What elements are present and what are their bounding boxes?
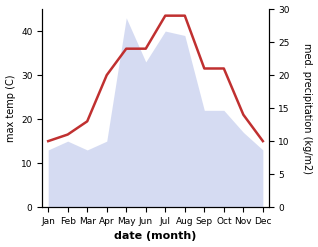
Y-axis label: med. precipitation (kg/m2): med. precipitation (kg/m2) [302, 43, 313, 174]
X-axis label: date (month): date (month) [114, 231, 197, 242]
Y-axis label: max temp (C): max temp (C) [5, 74, 16, 142]
